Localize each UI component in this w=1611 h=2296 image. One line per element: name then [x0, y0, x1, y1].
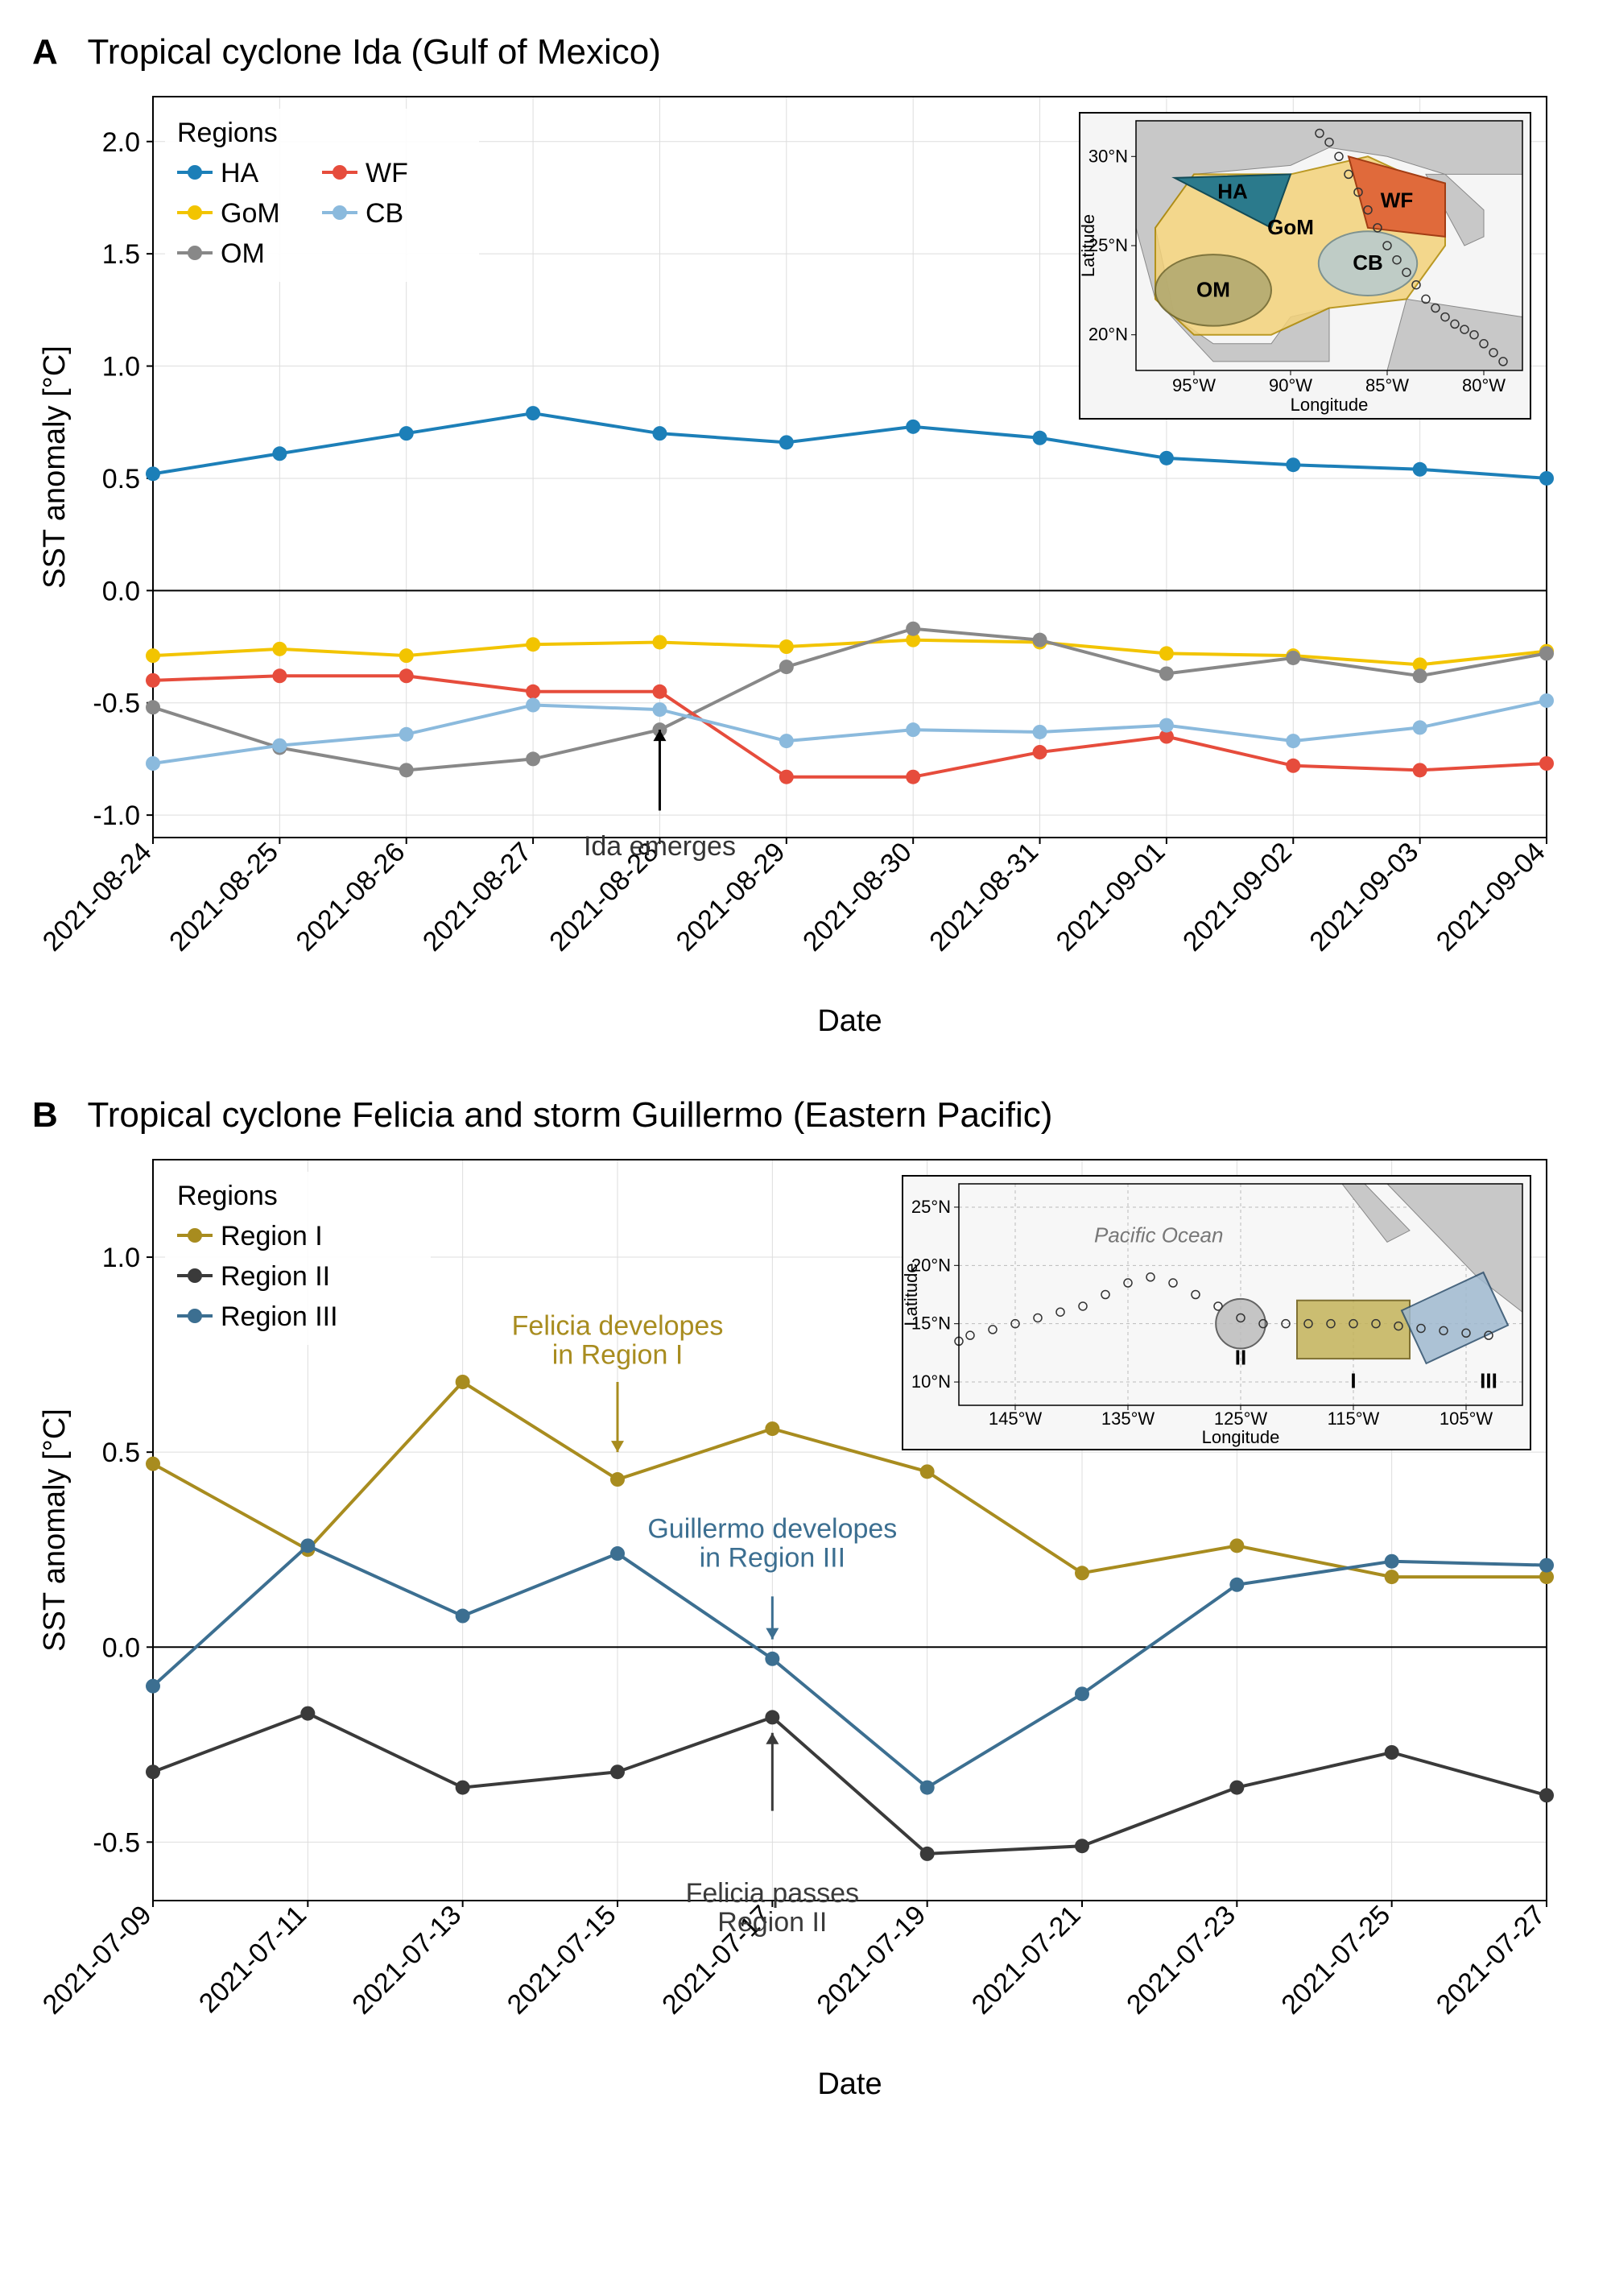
svg-text:II: II [1235, 1345, 1246, 1369]
svg-text:Region II: Region II [221, 1261, 330, 1292]
svg-text:Region III: Region III [221, 1301, 338, 1332]
svg-text:SST anomaly [°C]: SST anomaly [°C] [38, 1409, 72, 1652]
svg-text:Longitude: Longitude [1202, 1427, 1280, 1447]
svg-text:115°W: 115°W [1328, 1409, 1380, 1429]
svg-text:WF: WF [366, 158, 408, 188]
svg-text:Felicia developes: Felicia developes [512, 1311, 724, 1342]
svg-text:85°W: 85°W [1365, 375, 1409, 395]
svg-text:GoM: GoM [1267, 215, 1314, 239]
svg-text:CB: CB [1353, 250, 1383, 275]
svg-text:WF: WF [1381, 188, 1413, 213]
svg-text:0.0: 0.0 [102, 576, 140, 606]
svg-text:2021-09-01: 2021-09-01 [1051, 837, 1171, 958]
svg-text:80°W: 80°W [1462, 375, 1506, 395]
svg-text:2021-07-27: 2021-07-27 [1431, 1900, 1551, 2021]
svg-text:III: III [1480, 1368, 1497, 1392]
svg-text:-0.5: -0.5 [93, 1827, 140, 1858]
svg-text:2021-08-26: 2021-08-26 [291, 837, 411, 958]
svg-text:2021-09-02: 2021-09-02 [1177, 837, 1298, 958]
svg-text:Region II: Region II [717, 1907, 827, 1938]
panel-b-chart: -0.5 0.0 0.5 1.0 2021-07-09 2021-07-11 2021-07… [32, 1144, 1579, 2110]
svg-text:Date: Date [817, 2067, 882, 2101]
svg-text:0.0: 0.0 [102, 1632, 140, 1663]
svg-text:135°W: 135°W [1101, 1409, 1155, 1429]
svg-text:145°W: 145°W [989, 1409, 1043, 1429]
svg-text:90°W: 90°W [1269, 375, 1312, 395]
svg-text:125°W: 125°W [1214, 1409, 1268, 1429]
svg-text:10°N: 10°N [911, 1371, 951, 1392]
svg-text:2021-07-25: 2021-07-25 [1275, 1900, 1396, 2021]
svg-text:Ida emerges: Ida emerges [584, 831, 736, 862]
svg-text:OM: OM [221, 238, 265, 269]
svg-text:2021-07-11: 2021-07-11 [193, 1900, 312, 2019]
svg-text:Pacific Ocean: Pacific Ocean [1094, 1222, 1223, 1247]
svg-text:Longitude: Longitude [1291, 395, 1369, 415]
svg-text:2021-07-15: 2021-07-15 [502, 1900, 622, 2021]
svg-text:Regions: Regions [177, 1181, 278, 1211]
figure: A Tropical cyclone Ida (Gulf of Mexico) … [32, 32, 1579, 2110]
panel-b-letter: B [32, 1095, 58, 1135]
svg-text:HA: HA [221, 158, 259, 188]
svg-text:105°W: 105°W [1440, 1409, 1493, 1429]
svg-text:2021-08-24: 2021-08-24 [37, 837, 158, 958]
svg-text:1.5: 1.5 [102, 239, 140, 270]
svg-text:0.5: 0.5 [102, 1438, 140, 1468]
svg-text:Latitude: Latitude [1078, 214, 1098, 277]
panel-b-title: B Tropical cyclone Felicia and storm Gui… [32, 1095, 1579, 1136]
svg-text:2021-07-21: 2021-07-21 [966, 1900, 1087, 2021]
panel-a-title-text: Tropical cyclone Ida (Gulf of Mexico) [87, 32, 660, 72]
svg-text:0.5: 0.5 [102, 464, 140, 494]
svg-text:GoM: GoM [221, 198, 280, 229]
svg-text:Region I: Region I [221, 1221, 323, 1251]
svg-text:1.0: 1.0 [102, 352, 140, 383]
panel-a-title: A Tropical cyclone Ida (Gulf of Mexico) [32, 32, 1579, 72]
svg-text:2021-07-13: 2021-07-13 [346, 1900, 467, 2021]
svg-text:2021-09-04: 2021-09-04 [1431, 837, 1551, 958]
svg-text:in Region III: in Region III [700, 1542, 845, 1573]
svg-text:I: I [1350, 1368, 1356, 1392]
svg-text:20°N: 20°N [1088, 325, 1128, 345]
svg-text:2021-08-31: 2021-08-31 [923, 837, 1044, 958]
panel-a-letter: A [32, 32, 58, 72]
panel-a-chart: -1.0-0.50.00.51.01.52.02021-08-242021-08… [32, 81, 1579, 1047]
panel-b-title-text: Tropical cyclone Felicia and storm Guill… [87, 1095, 1052, 1135]
svg-text:Regions: Regions [177, 118, 278, 148]
svg-text:CB: CB [366, 198, 403, 229]
svg-text:2021-08-25: 2021-08-25 [163, 837, 284, 958]
svg-text:1.0: 1.0 [102, 1243, 140, 1273]
svg-text:30°N: 30°N [1088, 146, 1128, 166]
panel-b: B Tropical cyclone Felicia and storm Gui… [32, 1095, 1579, 2110]
svg-text:Date: Date [817, 1004, 882, 1038]
svg-text:2021-08-30: 2021-08-30 [797, 837, 918, 958]
svg-text:Latitude: Latitude [901, 1263, 921, 1326]
svg-text:2021-09-03: 2021-09-03 [1303, 837, 1424, 958]
svg-text:25°N: 25°N [911, 1197, 951, 1217]
svg-text:SST anomaly [°C]: SST anomaly [°C] [38, 345, 72, 589]
svg-text:-0.5: -0.5 [93, 689, 140, 719]
svg-text:2021-08-27: 2021-08-27 [417, 837, 538, 958]
svg-text:2021-07-09: 2021-07-09 [37, 1900, 158, 2021]
svg-text:in Region I: in Region I [552, 1340, 684, 1371]
panel-a: A Tropical cyclone Ida (Gulf of Mexico) … [32, 32, 1579, 1047]
svg-text:Felicia passes: Felicia passes [686, 1878, 859, 1909]
svg-text:95°W: 95°W [1172, 375, 1216, 395]
svg-text:2021-07-23: 2021-07-23 [1121, 1900, 1241, 2021]
svg-text:OM: OM [1196, 277, 1230, 301]
svg-text:Guillermo developes: Guillermo developes [647, 1513, 897, 1544]
svg-text:HA: HA [1217, 180, 1248, 204]
svg-text:2.0: 2.0 [102, 127, 140, 158]
svg-text:2021-07-19: 2021-07-19 [811, 1900, 931, 2021]
svg-text:-1.0: -1.0 [93, 800, 140, 831]
